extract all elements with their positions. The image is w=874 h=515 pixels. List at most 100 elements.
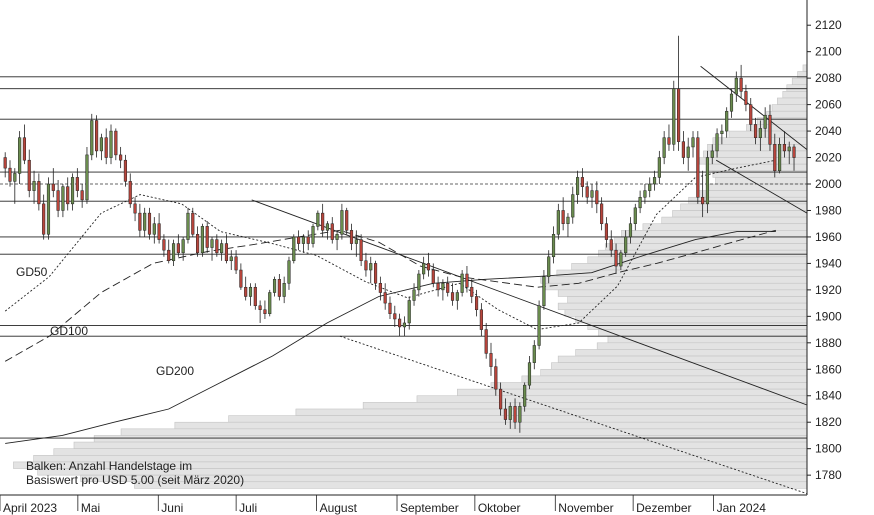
profile-bar-13	[703, 150, 808, 158]
candle-44	[215, 234, 219, 257]
candle-body	[455, 292, 459, 301]
candle-21	[104, 128, 108, 165]
trend-line-3	[715, 159, 808, 214]
candle-35	[171, 239, 176, 267]
candle-12	[61, 184, 65, 218]
candle-body	[181, 239, 185, 254]
candle-body	[220, 243, 224, 254]
candle-74	[359, 234, 363, 267]
candle-16	[80, 184, 84, 208]
candle-105	[508, 402, 512, 429]
candle-body	[297, 236, 301, 244]
candle-body	[349, 230, 354, 244]
trend-lines	[251, 65, 808, 495]
candle-body	[696, 137, 700, 198]
candle-2	[13, 168, 17, 204]
candle-91	[441, 279, 445, 301]
candle-112	[542, 270, 546, 310]
candle-body	[412, 289, 416, 301]
candle-body	[604, 223, 609, 240]
candle-body	[648, 183, 652, 191]
candle-34	[167, 239, 171, 264]
candle-body	[431, 269, 435, 284]
candle-body	[701, 196, 705, 205]
candle-24	[119, 146, 123, 169]
candle-125	[604, 217, 609, 248]
candle-body	[200, 226, 204, 254]
candle-body	[499, 388, 503, 410]
candle-64	[311, 223, 315, 248]
candle-143	[691, 131, 695, 158]
candle-body	[70, 177, 75, 205]
candle-body	[90, 120, 94, 156]
candle-83	[402, 316, 406, 337]
candle-body	[595, 190, 599, 205]
candle-body	[768, 114, 772, 145]
candle-100	[484, 322, 488, 359]
profile-bar-18	[707, 183, 808, 191]
candle-156	[753, 117, 758, 145]
candle-body	[215, 239, 219, 254]
profile-bar-48	[490, 382, 808, 390]
candle-body	[224, 243, 229, 262]
candle-body	[542, 276, 546, 307]
candle-body	[556, 210, 560, 235]
candle-22	[109, 124, 113, 165]
candle-body	[369, 263, 373, 271]
profile-bar-41	[607, 335, 808, 344]
candle-body	[354, 239, 358, 244]
candle-94	[455, 289, 459, 310]
candle-body	[787, 146, 791, 152]
candle-body	[749, 104, 753, 125]
candle-99	[479, 303, 483, 337]
candle-97	[470, 279, 474, 304]
candle-body	[191, 212, 195, 235]
candle-163	[787, 141, 791, 165]
profile-bar-24	[642, 223, 808, 231]
y-tick-label-11: 1900	[815, 309, 842, 323]
profile-bar-6	[771, 104, 808, 112]
profile-bar-7	[766, 110, 808, 119]
candle-body	[359, 239, 363, 262]
candle-59	[287, 256, 291, 290]
candle-25	[123, 154, 128, 187]
candle-body	[402, 322, 406, 328]
candle-68	[330, 217, 334, 244]
candle-147	[710, 144, 714, 165]
candle-107	[518, 402, 522, 433]
candle-body	[551, 234, 556, 258]
candle-body	[715, 133, 719, 152]
profile-bar-43	[575, 349, 808, 357]
candle-30	[147, 207, 152, 240]
x-tick-label-3: Juli	[239, 501, 257, 515]
ma-line-gd50	[4, 159, 776, 331]
candle-body	[652, 177, 657, 185]
profile-bar-15	[705, 163, 808, 172]
profile-bar-57	[73, 441, 808, 449]
candle-body	[585, 186, 589, 198]
candle-136	[657, 150, 661, 185]
profile-bar-4	[782, 91, 808, 99]
x-tick-label-1: Mai	[81, 501, 100, 515]
candle-161	[778, 137, 782, 174]
candle-5	[27, 149, 31, 198]
candle-127	[614, 243, 618, 274]
candle-body	[3, 157, 7, 169]
candle-102	[494, 358, 498, 396]
candle-13	[66, 177, 70, 211]
candle-body	[547, 256, 551, 277]
candle-130	[628, 217, 633, 244]
profile-bar-12	[707, 144, 808, 152]
candle-body	[523, 384, 527, 407]
candle-body	[672, 88, 676, 145]
candle-body	[37, 181, 41, 205]
candle-body	[619, 252, 623, 267]
candle-48	[234, 250, 238, 274]
candle-body	[753, 124, 758, 138]
y-tick-label-6: 2000	[815, 177, 842, 191]
candle-body	[157, 223, 161, 240]
candle-118	[571, 186, 575, 224]
candle-body	[268, 292, 272, 314]
profile-bar-32	[540, 276, 808, 284]
y-tick-label-17: 1780	[815, 468, 842, 482]
